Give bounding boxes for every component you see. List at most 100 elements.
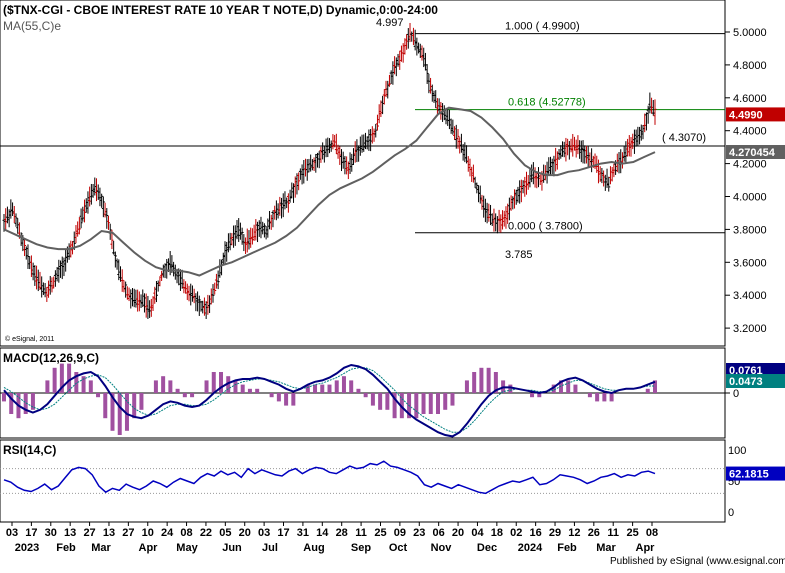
price-ytick-label: 4.0000 [733, 192, 767, 204]
macd-histogram-bar [168, 380, 173, 393]
macd-histogram-bar [291, 393, 296, 406]
macd-histogram-bar [479, 367, 484, 393]
macd-histogram-bar [341, 376, 346, 393]
macd-histogram-bar [320, 384, 325, 393]
macd-histogram-bar [45, 380, 50, 393]
macd-histogram-bar [96, 393, 101, 398]
macd-histogram-bar [30, 393, 35, 410]
x-date-label: 25 [626, 527, 638, 539]
x-date-label: 03 [258, 527, 270, 539]
rsi-ytick-label: 100 [728, 445, 746, 457]
macd-histogram-bar [52, 367, 57, 393]
macd-histogram-bar [443, 393, 448, 410]
x-date-label: 08 [180, 527, 192, 539]
macd-value-label-bg [726, 363, 785, 377]
macd-label: MACD(12,26,9,C) [3, 351, 99, 365]
macd-histogram-bar [284, 393, 289, 406]
x-date-label: 20 [452, 527, 464, 539]
annotation-high: 4.997 [376, 17, 404, 29]
annotation-low: 3.785 [505, 249, 533, 261]
macd-ytick-label: 0 [733, 388, 739, 400]
macd-histogram-bar [464, 380, 469, 393]
x-month-label: Mar [91, 542, 111, 554]
macd-histogram-bar [450, 393, 455, 406]
rsi-panel-frame [0, 439, 726, 523]
x-month-label: Oct [389, 542, 408, 554]
macd-histogram-bar [153, 380, 158, 393]
price-ytick-label: 3.8000 [733, 224, 767, 236]
macd-histogram-bar [313, 384, 318, 393]
x-date-label: 26 [588, 527, 600, 539]
macd-histogram-bar [2, 393, 6, 402]
macd-histogram-bar [537, 393, 542, 398]
x-date-label: 30 [45, 527, 57, 539]
x-date-label: 28 [336, 527, 348, 539]
x-date-label: 13 [64, 527, 76, 539]
rsi-value-label-bg [726, 466, 785, 481]
macd-histogram-bar [175, 388, 180, 393]
x-date-label: 04 [471, 527, 484, 539]
macd-histogram-bar [81, 376, 86, 393]
price-ytick-label: 4.8000 [733, 60, 767, 72]
macd-histogram-bar [493, 372, 498, 393]
rsi-value-label: 62.1815 [729, 469, 769, 481]
macd-line [3, 363, 656, 438]
macd-histogram-bar [573, 384, 578, 393]
x-month-label: Feb [557, 542, 577, 554]
horizontal-line-label: ( 4.3070) [662, 132, 706, 144]
signal-value-label: 0.0473 [729, 376, 763, 388]
ma-value-label: 4.270454 [729, 147, 776, 159]
fib-label: 0.618 (4.52778) [508, 97, 586, 109]
macd-histogram-bar [59, 363, 64, 393]
macd-histogram-bar [609, 393, 614, 402]
macd-histogram-bar [110, 393, 115, 431]
macd-histogram-bar [378, 393, 383, 410]
price-ytick-label: 3.6000 [733, 257, 767, 269]
x-date-label: 23 [413, 527, 425, 539]
signal-value-label-bg [726, 374, 785, 388]
x-month-label: Jun [222, 542, 242, 554]
macd-histogram-bar [226, 376, 231, 393]
x-date-label: 10 [142, 527, 154, 539]
ma-line [3, 106, 656, 277]
x-date-label: 02 [510, 527, 522, 539]
macd-histogram-bar [117, 393, 122, 435]
price-ytick-label: 5.0000 [733, 27, 767, 39]
x-date-label: 27 [122, 527, 134, 539]
macd-histogram-bar [233, 380, 238, 393]
fib-label: 1.000 ( 4.9900) [505, 21, 580, 33]
macd-histogram-bar [486, 367, 491, 393]
rsi-line [3, 460, 656, 495]
price-ytick-label: 4.6000 [733, 93, 767, 105]
x-date-label: 18 [491, 527, 503, 539]
x-date-label: 17 [277, 527, 289, 539]
ma-label: MA(55,C)e [3, 19, 61, 33]
x-month-label: Mar [596, 542, 616, 554]
x-month-label: Dec [477, 542, 497, 554]
x-date-label: 11 [607, 527, 619, 539]
macd-histogram-bar [124, 393, 129, 431]
macd-histogram-bar [190, 393, 195, 398]
x-month-label: Aug [303, 542, 324, 554]
macd-histogram-bar [385, 393, 390, 410]
macd-histogram-bar [587, 393, 592, 398]
macd-histogram-bar [182, 393, 187, 398]
macd-histogram-bar [472, 372, 477, 393]
macd-histogram-bar [356, 388, 361, 393]
rsi-ytick-label: 0 [728, 507, 734, 519]
macd-histogram-bar [327, 384, 332, 393]
macd-histogram-bar [305, 384, 310, 393]
x-date-label: 14 [316, 527, 329, 539]
price-ytick-label: 3.2000 [733, 323, 767, 335]
macd-histogram-bar [436, 393, 440, 414]
x-date-label: 08 [646, 527, 658, 539]
x-month-label: 2024 [518, 542, 543, 554]
x-date-label: 06 [433, 527, 445, 539]
x-date-label: 09 [394, 527, 406, 539]
price-ytick-label: 4.2000 [733, 159, 767, 171]
rsi-label: RSI(14,C) [3, 443, 56, 457]
macd-histogram-bar [349, 380, 354, 393]
x-date-label: 27 [83, 527, 95, 539]
macd-histogram-bar [240, 384, 245, 393]
